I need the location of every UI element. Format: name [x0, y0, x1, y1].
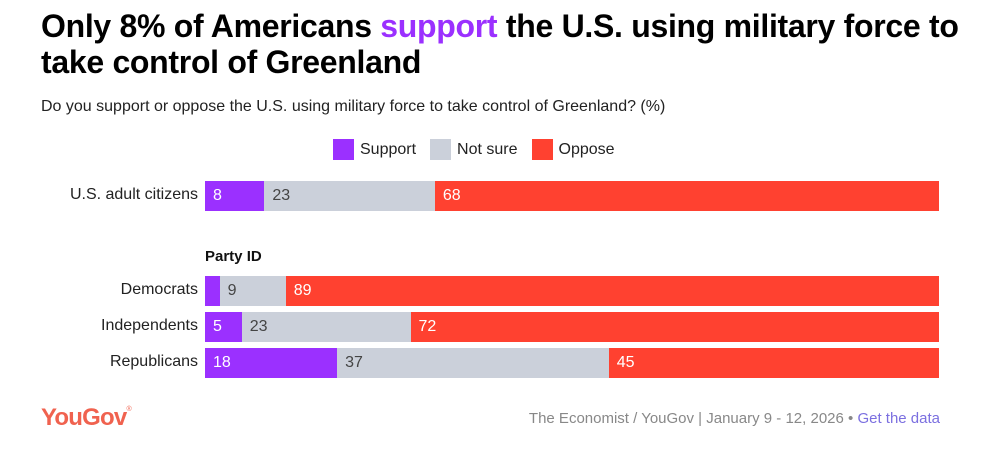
bar-segment-support: 5 [205, 312, 242, 342]
get-the-data-link[interactable]: Get the data [857, 410, 940, 427]
legend-swatch-support [333, 139, 354, 160]
row-label-u-s-adult-citizens: U.S. adult citizens [69, 186, 198, 203]
source-note: The Economist / YouGov | January 9 - 12,… [529, 410, 940, 427]
bar-independents: 5 23 72 [205, 312, 939, 342]
data-label-support: 5 [213, 318, 222, 335]
data-label-not-sure: 9 [227, 282, 237, 299]
legend: Support Not sure Oppose [333, 139, 629, 160]
data-label-oppose: 68 [442, 187, 461, 204]
bar-segment-support: 8 [205, 181, 265, 211]
legend-label-support: Support [360, 140, 417, 158]
logo-text: YouGov [41, 404, 127, 431]
chart-subtitle: Do you support or oppose the U.S. using … [41, 98, 666, 115]
row-label-independents: Independents [101, 317, 198, 334]
yougov-logo: YouGov® [41, 404, 132, 432]
row-label-republicans: Republicans [109, 353, 198, 370]
title-before: Only 8% of Americans [41, 8, 381, 44]
legend-item-oppose: Oppose [531, 139, 615, 160]
bar-segment-support: 18 [205, 348, 338, 378]
bar-segment-support [205, 276, 220, 306]
bar-segment-not-sure: 37 [337, 348, 609, 378]
legend-label-oppose: Oppose [558, 140, 615, 158]
data-label-not-sure: 23 [272, 187, 291, 204]
source-text: The Economist / YouGov | January 9 - 12,… [528, 410, 858, 427]
bar-segment-oppose: 89 [285, 276, 939, 306]
bar-u-s-adult-citizens: 8 23 68 [205, 181, 939, 211]
bar-segment-not-sure: 23 [264, 181, 435, 211]
data-label-oppose: 89 [293, 282, 312, 299]
bar-segment-not-sure: 9 [219, 276, 286, 306]
legend-swatch-oppose [531, 139, 553, 160]
data-label-support: 8 [213, 187, 222, 204]
data-label-not-sure: 37 [345, 354, 363, 371]
data-label-support: 18 [213, 354, 231, 371]
bar-segment-not-sure: 23 [241, 312, 411, 342]
title-after: the U.S. using military force to take co… [41, 8, 959, 80]
title-highlight: support [380, 8, 498, 44]
legend-item-not-sure: Not sure [430, 139, 518, 160]
legend-label-not-sure: Not sure [457, 140, 518, 158]
bar-republicans: 18 37 45 [205, 348, 939, 378]
group-label-party-id: Party ID [205, 248, 262, 265]
data-label-oppose: 72 [418, 318, 437, 335]
bar-segment-oppose: 68 [434, 181, 939, 211]
data-label-not-sure: 23 [249, 318, 268, 335]
bar-segment-oppose: 72 [410, 312, 939, 342]
bar-democrats: 9 89 [205, 276, 939, 306]
logo-registered-mark: ® [126, 406, 131, 413]
bar-segment-oppose: 45 [608, 348, 939, 378]
row-label-democrats: Democrats [120, 281, 198, 298]
chart-title: Only 8% of Americans support the U.S. us… [41, 8, 961, 80]
legend-item-support: Support [333, 139, 416, 160]
legend-swatch-not-sure [430, 139, 452, 160]
data-label-oppose: 45 [616, 354, 635, 371]
